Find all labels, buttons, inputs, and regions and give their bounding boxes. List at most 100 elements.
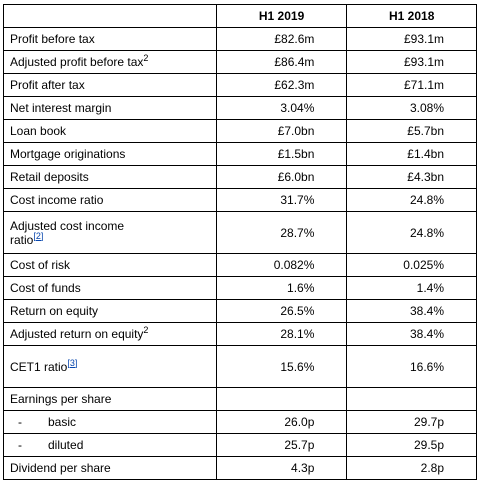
table-row: Adjusted profit before tax2 £86.4m £93.1m xyxy=(3,50,477,74)
table-row: - diluted 25.7p 29.5p xyxy=(3,433,477,457)
value-cell: 1.6% xyxy=(215,276,348,300)
row-label: Cost of funds xyxy=(10,281,81,295)
value-cell: 3.04% xyxy=(215,96,348,120)
row-label: Adjusted cost income ratio[2] xyxy=(10,218,125,247)
row-label-cell: Loan book xyxy=(3,119,217,143)
footnote-marker: 2 xyxy=(143,325,149,335)
value-cell xyxy=(215,387,348,411)
row-label-cell: Net interest margin xyxy=(3,96,217,120)
row-label: Profit before tax xyxy=(10,32,95,46)
row-label: Adjusted return on equity xyxy=(10,327,144,341)
table-header: H1 2019 H1 2018 xyxy=(3,4,477,28)
table-row: Earnings per share xyxy=(3,387,477,411)
row-label: Dividend per share xyxy=(10,461,111,475)
table-row: Cost of risk 0.082% 0.025% xyxy=(3,253,477,277)
table-row: Profit before tax £82.6m £93.1m xyxy=(3,27,477,51)
footnote-link[interactable]: [3] xyxy=(67,357,78,368)
value-cell: 24.8% xyxy=(346,211,477,254)
value-cell: 31.7% xyxy=(215,188,348,212)
table-row: - basic 26.0p 29.7p xyxy=(3,410,477,434)
row-label-cell: - basic xyxy=(3,410,217,434)
table-row: Cost of funds 1.6% 1.4% xyxy=(3,276,477,300)
row-label-cell: Retail deposits xyxy=(3,165,217,189)
table-row: Return on equity 26.5% 38.4% xyxy=(3,299,477,323)
row-label: Earnings per share xyxy=(10,392,112,406)
row-label-cell: - diluted xyxy=(3,433,217,457)
row-label-cell: Profit before tax xyxy=(3,27,217,51)
value-cell: £82.6m xyxy=(215,27,348,51)
table-row: Retail deposits £6.0bn £4.3bn xyxy=(3,165,477,189)
value-cell: 28.7% xyxy=(215,211,348,254)
value-cell: £6.0bn xyxy=(215,165,348,189)
value-cell: 0.025% xyxy=(346,253,477,277)
table-body: Profit before tax £82.6m £93.1m Adjusted pr… xyxy=(3,27,477,480)
row-label: Cost income ratio xyxy=(10,193,104,207)
row-bullet: - xyxy=(18,438,22,452)
value-cell: £1.4bn xyxy=(346,142,477,166)
value-cell: £4.3bn xyxy=(346,165,477,189)
value-cell: 15.6% xyxy=(215,345,348,388)
row-bullet: - xyxy=(18,415,22,429)
value-cell: £93.1m xyxy=(346,27,477,51)
value-cell: £62.3m xyxy=(215,73,348,97)
row-label-cell: Return on equity xyxy=(3,299,217,323)
results-table: H1 2019 H1 2018 Profit before tax £82.6m £… xyxy=(3,4,477,480)
row-label-cell: Adjusted cost income ratio[2] xyxy=(3,211,217,254)
row-label: basic xyxy=(48,415,77,429)
row-label-cell: Cost of funds xyxy=(3,276,217,300)
value-cell: 29.5p xyxy=(346,433,477,457)
row-label: Retail deposits xyxy=(10,170,89,184)
row-label-cell: Profit after tax xyxy=(3,73,217,97)
header-cell xyxy=(3,4,217,28)
table-row: Cost income ratio 31.7% 24.8% xyxy=(3,188,477,212)
value-cell: 4.3p xyxy=(215,456,348,480)
row-label: CET1 ratio[3] xyxy=(10,357,78,374)
row-label-cell: Earnings per share xyxy=(3,387,217,411)
value-cell: 38.4% xyxy=(346,299,477,323)
row-label-cell: Adjusted return on equity2 xyxy=(3,322,217,346)
value-cell: £5.7bn xyxy=(346,119,477,143)
value-cell: 26.5% xyxy=(215,299,348,323)
table-row: CET1 ratio[3] 15.6% 16.6% xyxy=(3,345,477,388)
table-row: Loan book £7.0bn £5.7bn xyxy=(3,119,477,143)
value-cell: 1.4% xyxy=(346,276,477,300)
row-label-cell: Adjusted profit before tax2 xyxy=(3,50,217,74)
row-label: Net interest margin xyxy=(10,101,112,115)
header-row: H1 2019 H1 2018 xyxy=(3,4,477,28)
row-label-cell: CET1 ratio[3] xyxy=(3,345,217,388)
table-row: Mortgage originations £1.5bn £1.4bn xyxy=(3,142,477,166)
value-cell: £7.0bn xyxy=(215,119,348,143)
footnote-link[interactable]: [2] xyxy=(33,230,44,241)
footnote-marker: 2 xyxy=(143,53,149,63)
value-cell: 16.6% xyxy=(346,345,477,388)
value-cell: 26.0p xyxy=(215,410,348,434)
value-cell: 0.082% xyxy=(215,253,348,277)
value-cell xyxy=(346,387,477,411)
table-row: Net interest margin 3.04% 3.08% xyxy=(3,96,477,120)
value-cell: 38.4% xyxy=(346,322,477,346)
page: H1 2019 H1 2018 Profit before tax £82.6m £… xyxy=(3,4,477,480)
value-cell: 28.1% xyxy=(215,322,348,346)
value-cell: £93.1m xyxy=(346,50,477,74)
value-cell: £71.1m xyxy=(346,73,477,97)
value-cell: £86.4m xyxy=(215,50,348,74)
header-cell: H1 2018 xyxy=(346,4,477,28)
row-label: Return on equity xyxy=(10,304,99,318)
value-cell: 24.8% xyxy=(346,188,477,212)
value-cell: 29.7p xyxy=(346,410,477,434)
row-label-cell: Cost of risk xyxy=(3,253,217,277)
table-row: Dividend per share 4.3p 2.8p xyxy=(3,456,477,480)
table-row: Profit after tax £62.3m £71.1m xyxy=(3,73,477,97)
row-label-cell: Dividend per share xyxy=(3,456,217,480)
row-label-cell: Cost income ratio xyxy=(3,188,217,212)
row-label: diluted xyxy=(48,438,84,452)
value-cell: £1.5bn xyxy=(215,142,348,166)
row-label: Mortgage originations xyxy=(10,147,126,161)
table-row: Adjusted return on equity2 28.1% 38.4% xyxy=(3,322,477,346)
table-row: Adjusted cost income ratio[2] 28.7% 24.8% xyxy=(3,211,477,254)
row-label-cell: Mortgage originations xyxy=(3,142,217,166)
header-cell: H1 2019 xyxy=(215,4,348,28)
row-label: Loan book xyxy=(10,124,67,138)
row-label: Cost of risk xyxy=(10,258,71,272)
value-cell: 3.08% xyxy=(346,96,477,120)
